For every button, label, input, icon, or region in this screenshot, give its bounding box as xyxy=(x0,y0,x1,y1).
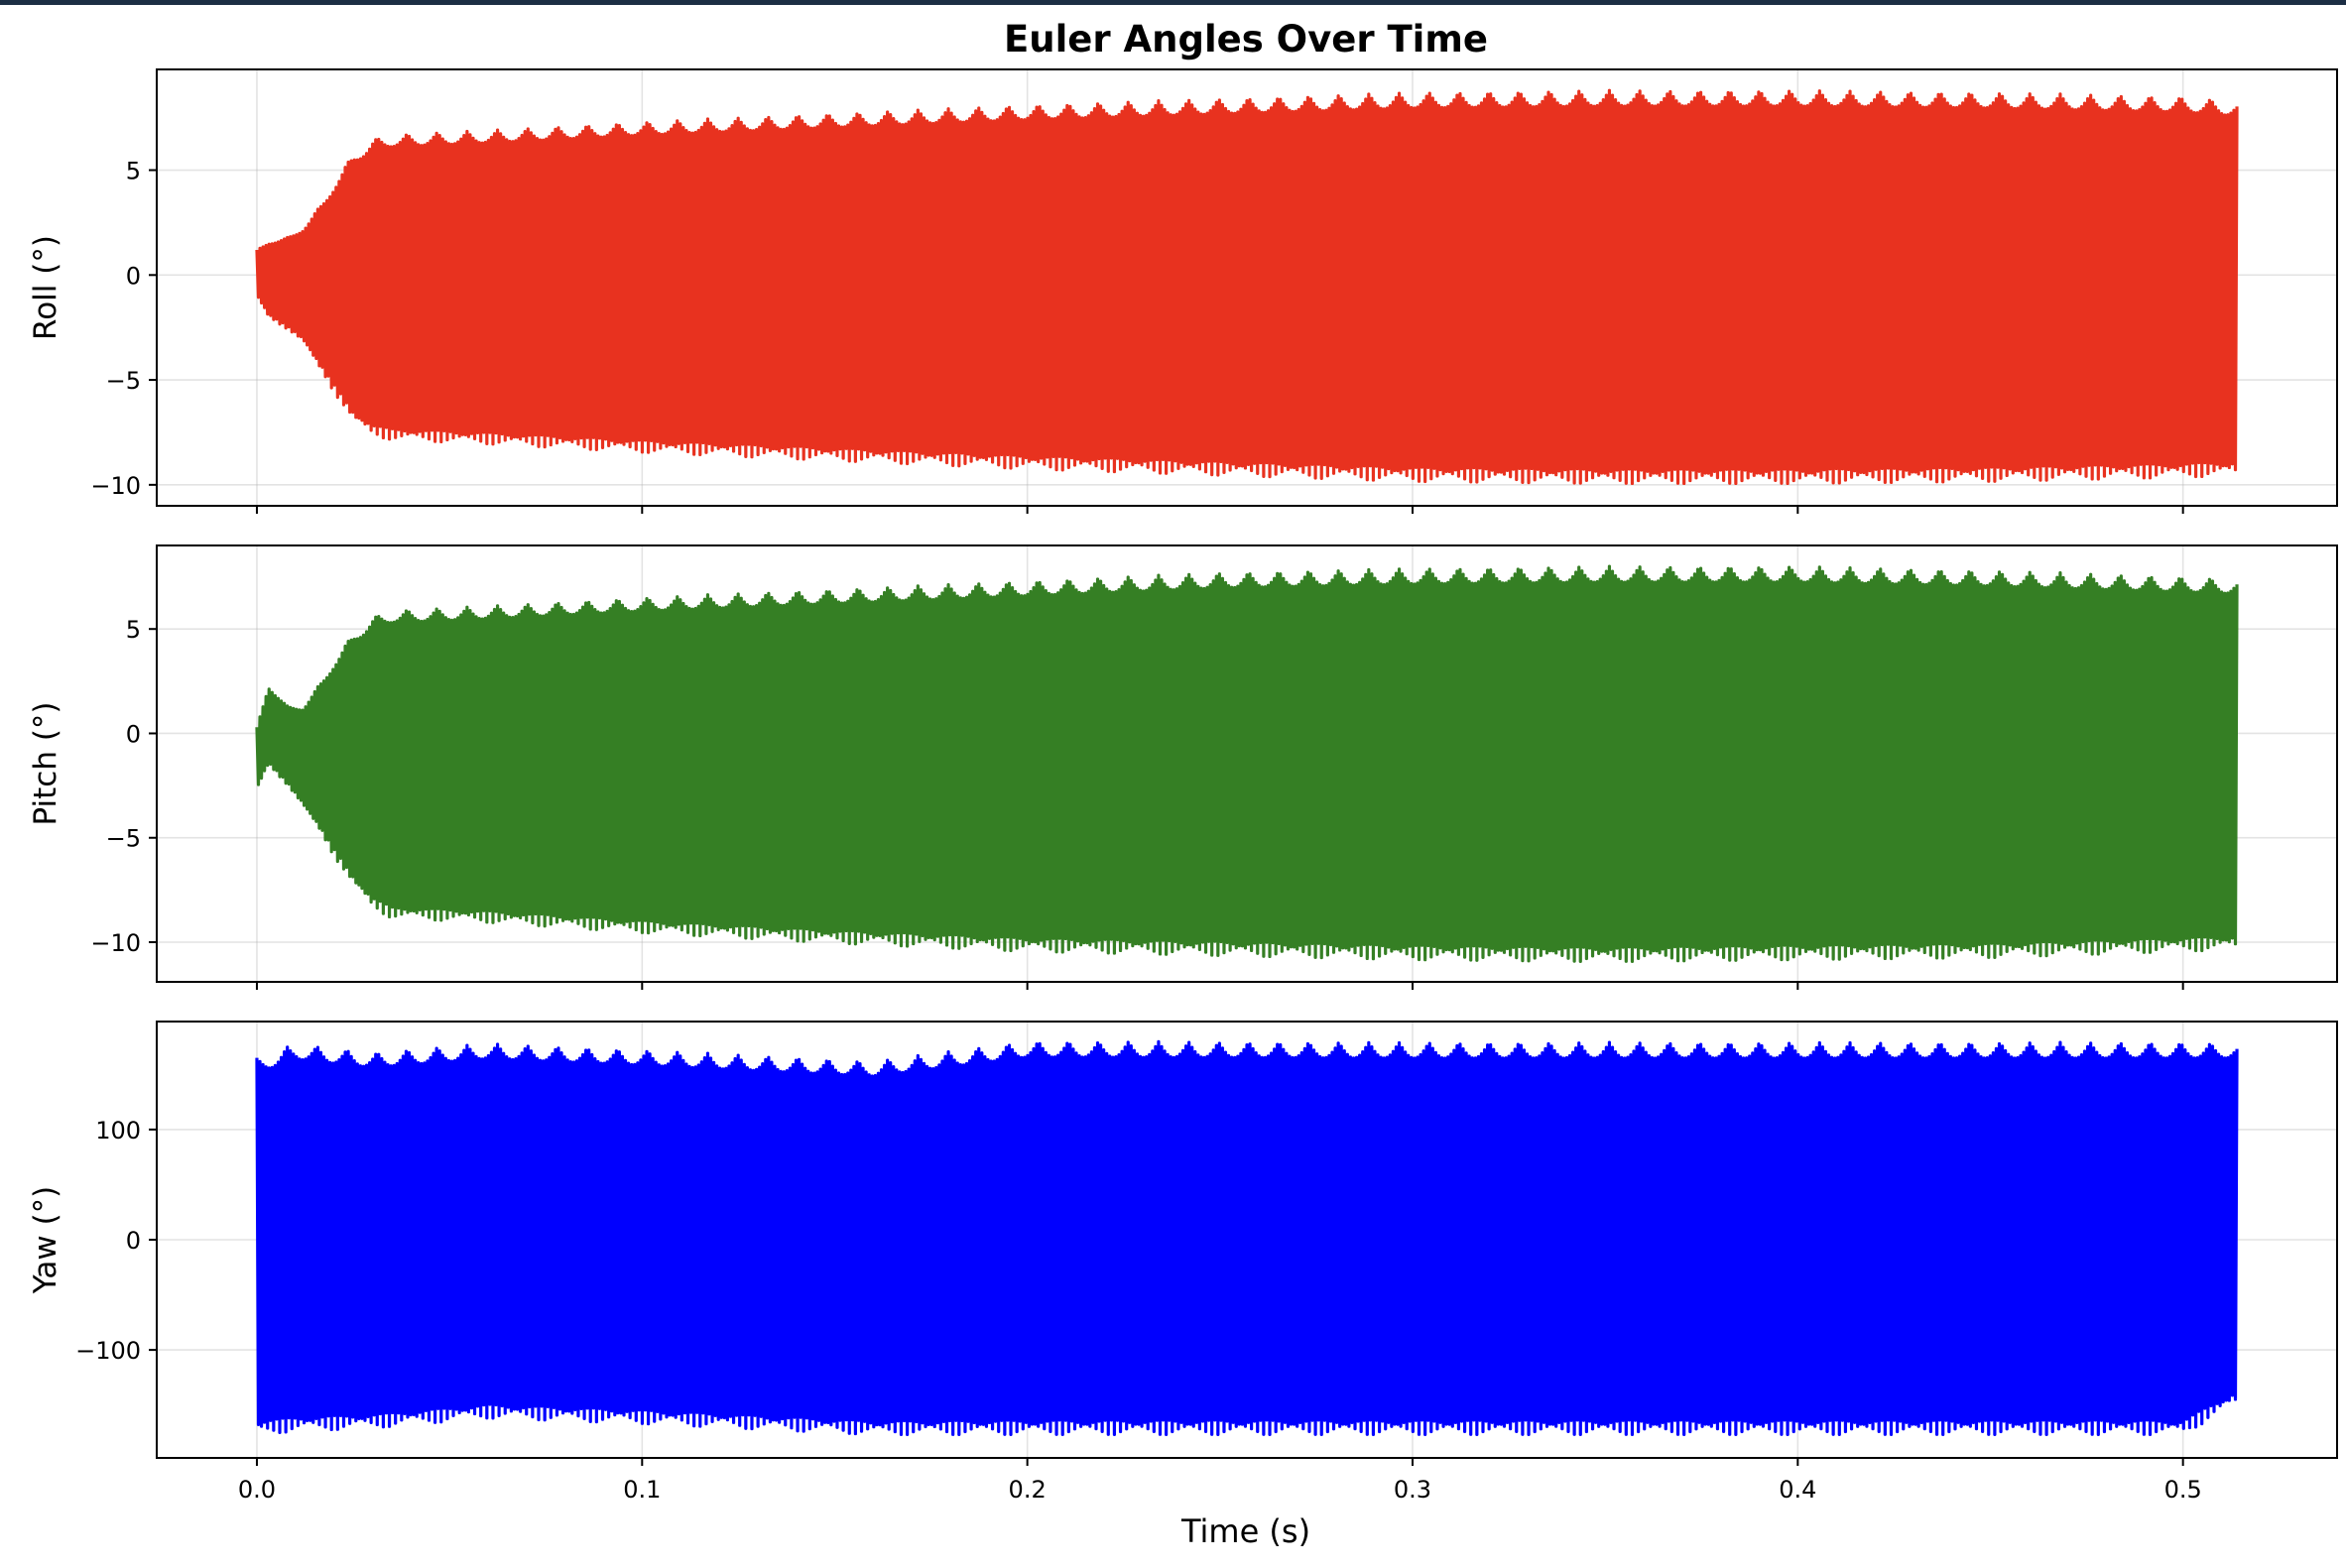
y-tick-label: −5 xyxy=(106,367,141,395)
signal-line xyxy=(255,1039,2239,1437)
y-tick-label: −100 xyxy=(75,1337,141,1365)
y-tick-label: −10 xyxy=(90,472,141,500)
subplot-1: 5 0 −5 −10 Pitch (°) xyxy=(28,544,2338,990)
signal-line xyxy=(255,564,2239,963)
x-axis-label: Time (s) xyxy=(1180,1512,1310,1550)
y-tick-label: 0 xyxy=(126,1227,141,1255)
y-axis-label: Pitch (°) xyxy=(28,701,63,825)
y-tick-label: 0 xyxy=(126,720,141,748)
signal-line xyxy=(255,88,2239,486)
y-axis-label: Roll (°) xyxy=(28,235,63,340)
y-tick-label: −10 xyxy=(90,929,141,957)
y-tick-label: 100 xyxy=(95,1117,141,1145)
x-tick-label: 0.4 xyxy=(1779,1476,1816,1504)
subplot-2: 100 0 −100 0.0 0.1 0.2 0.3 0.4 0.5 Yaw (°) xyxy=(28,1021,2338,1504)
window-top-bar xyxy=(0,0,2346,5)
axes-frame xyxy=(156,544,2338,983)
x-tick-label: 0.3 xyxy=(1394,1476,1431,1504)
x-tick-label: 0.2 xyxy=(1009,1476,1047,1504)
y-axis-label: Yaw (°) xyxy=(28,1186,63,1295)
y-tick-label: −5 xyxy=(106,825,141,853)
chart-title: Euler Angles Over Time xyxy=(1004,18,1488,60)
subplot-panels: 5 0 −5 −10 Roll (°) 5 0 −5 −10 Pitch (°) 100 0 −100 0… xyxy=(28,68,2338,1504)
y-tick-label: 5 xyxy=(126,616,141,644)
x-tick-label: 0.1 xyxy=(623,1476,661,1504)
x-tick-label: 0.0 xyxy=(238,1476,276,1504)
x-tick-label: 0.5 xyxy=(2164,1476,2202,1504)
axes-frame xyxy=(156,68,2338,507)
y-tick-label: 0 xyxy=(126,262,141,290)
subplot-0: 5 0 −5 −10 Roll (°) xyxy=(28,68,2338,514)
y-tick-label: 5 xyxy=(126,158,141,185)
